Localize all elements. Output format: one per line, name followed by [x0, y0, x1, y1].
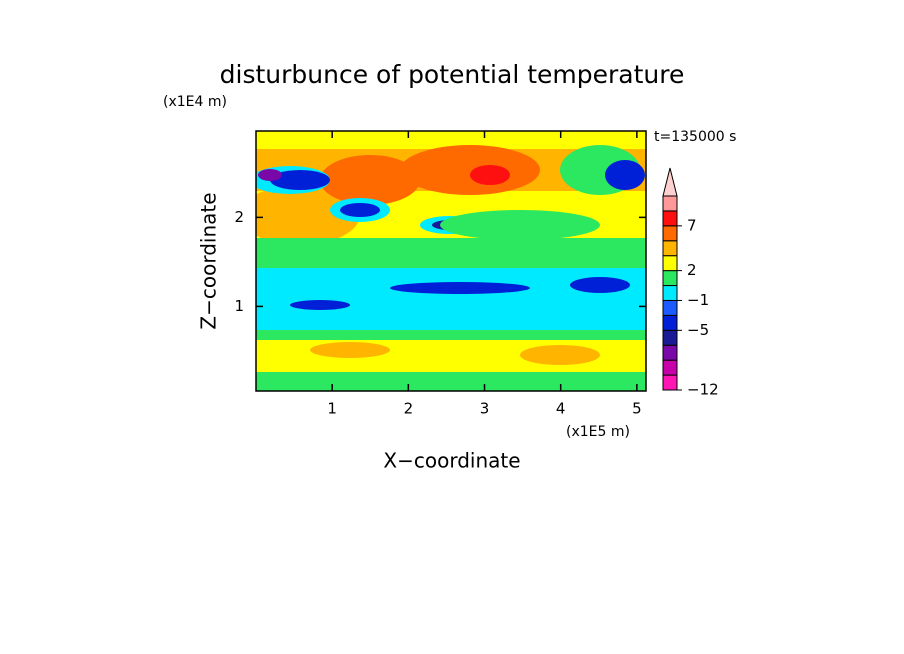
- colorbar-label: −12: [687, 381, 719, 399]
- plot-frame: [255, 130, 647, 392]
- chart-title: disturbunce of potential temperature: [220, 60, 685, 89]
- contour-field: [256, 131, 646, 391]
- colorbar-segment: [662, 299, 678, 316]
- colorbar-segment: [662, 359, 678, 376]
- colorbar-segment: [662, 270, 678, 287]
- colorbar-segment: [662, 225, 678, 242]
- x-tick-label: 1: [327, 400, 337, 418]
- y-tick-label: 2: [234, 208, 244, 226]
- y-axis-title: Z−coordinate: [197, 192, 221, 329]
- colorbar-segment: [662, 195, 678, 212]
- x-axis-title: X−coordinate: [383, 449, 520, 473]
- colorbar-label: −5: [687, 321, 709, 339]
- x-unit: (x1E5 m): [566, 424, 630, 440]
- colorbar-label: −1: [687, 291, 709, 309]
- colorbar-segment: [662, 240, 678, 257]
- x-tick-label: 2: [404, 400, 414, 418]
- colorbar-label: 7: [687, 216, 697, 234]
- time-label: t=135000 s: [654, 129, 736, 145]
- x-tick-label: 5: [632, 400, 642, 418]
- y-unit: (x1E4 m): [163, 94, 227, 110]
- colorbar-segment: [662, 314, 678, 331]
- colorbar-extension: [662, 167, 678, 197]
- colorbar-segment: [662, 374, 678, 391]
- colorbar-label: 2: [687, 261, 697, 279]
- colorbar-segment: [662, 210, 678, 227]
- x-tick-label: 4: [556, 400, 566, 418]
- y-tick-label: 1: [234, 297, 244, 315]
- colorbar-segment: [662, 255, 678, 272]
- colorbar-segment: [662, 329, 678, 346]
- colorbar-segment: [662, 344, 678, 361]
- x-tick-label: 3: [480, 400, 490, 418]
- colorbar-segment: [662, 285, 678, 301]
